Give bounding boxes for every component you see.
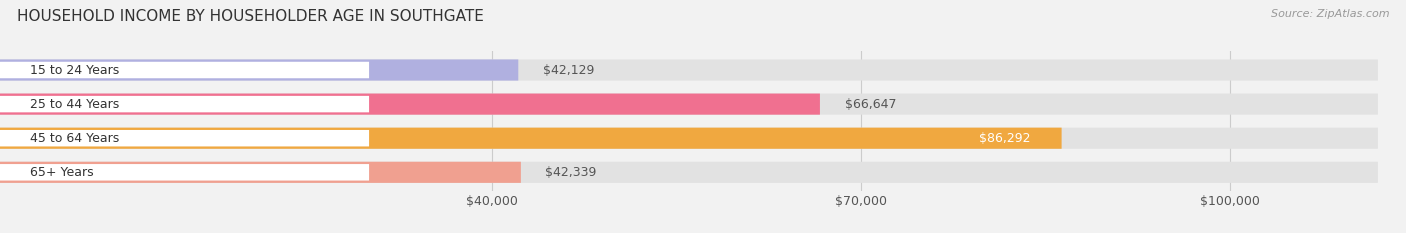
FancyBboxPatch shape xyxy=(0,130,368,147)
Text: $42,129: $42,129 xyxy=(543,64,595,76)
Text: 65+ Years: 65+ Years xyxy=(30,166,93,179)
Text: 25 to 44 Years: 25 to 44 Years xyxy=(30,98,118,111)
FancyBboxPatch shape xyxy=(0,59,1378,81)
FancyBboxPatch shape xyxy=(0,162,520,183)
FancyBboxPatch shape xyxy=(0,164,368,181)
Text: Source: ZipAtlas.com: Source: ZipAtlas.com xyxy=(1271,9,1389,19)
Text: HOUSEHOLD INCOME BY HOUSEHOLDER AGE IN SOUTHGATE: HOUSEHOLD INCOME BY HOUSEHOLDER AGE IN S… xyxy=(17,9,484,24)
Text: $66,647: $66,647 xyxy=(845,98,896,111)
FancyBboxPatch shape xyxy=(0,96,368,112)
Text: $86,292: $86,292 xyxy=(980,132,1031,145)
FancyBboxPatch shape xyxy=(0,62,368,78)
Text: 15 to 24 Years: 15 to 24 Years xyxy=(30,64,118,76)
FancyBboxPatch shape xyxy=(0,162,1378,183)
FancyBboxPatch shape xyxy=(0,128,1062,149)
Text: 45 to 64 Years: 45 to 64 Years xyxy=(30,132,118,145)
FancyBboxPatch shape xyxy=(0,93,820,115)
Text: $42,339: $42,339 xyxy=(546,166,598,179)
FancyBboxPatch shape xyxy=(0,93,1378,115)
FancyBboxPatch shape xyxy=(0,128,1378,149)
FancyBboxPatch shape xyxy=(0,59,519,81)
